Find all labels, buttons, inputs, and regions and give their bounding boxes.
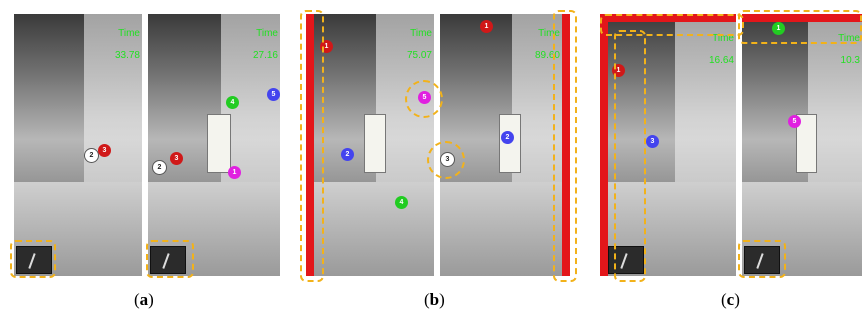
time-label: Time — [712, 33, 734, 44]
waypoint-marker[interactable]: 3 — [98, 144, 111, 157]
waypoint-marker[interactable]: 1 — [228, 166, 241, 179]
highlight-box — [614, 30, 646, 282]
screenshot-panel-5: Time 16.64 1 3 — [600, 14, 736, 276]
time-value: 16.64 — [708, 55, 734, 66]
waypoint-marker[interactable]: 5 — [267, 88, 280, 101]
corridor-window — [207, 113, 231, 174]
highlight-box — [300, 10, 324, 282]
caption-a: (a) — [134, 290, 154, 309]
highlight-box — [146, 240, 194, 278]
time-readout: Time 27.16 — [242, 17, 278, 72]
time-readout: Time 16.64 — [698, 22, 734, 77]
caption-c-letter: c — [726, 290, 735, 309]
time-value: 10.3 — [840, 55, 860, 66]
highlight-circle — [405, 80, 443, 118]
time-label: Time — [838, 33, 860, 44]
screenshot-panel-2: Time 27.16 2 3 4 5 1 — [148, 14, 280, 276]
time-readout: Time 89.60 — [524, 17, 560, 72]
waypoint-marker[interactable]: 5 — [788, 115, 801, 128]
waypoint-marker[interactable]: 2 — [152, 160, 167, 175]
time-readout: Time 75.07 — [396, 17, 432, 72]
time-label: Time — [256, 28, 278, 39]
corridor-window — [796, 113, 818, 174]
red-warning-bar — [600, 14, 608, 276]
screenshot-panel-6: Time 10.3 1 5 — [742, 14, 862, 276]
waypoint-marker[interactable]: 1 — [772, 22, 785, 35]
time-value: 27.16 — [252, 50, 278, 61]
screenshot-panel-4: Time 89.60 1 2 3 — [440, 14, 570, 276]
red-warning-bar — [562, 14, 570, 276]
waypoint-marker[interactable]: 2 — [501, 131, 514, 144]
waypoint-marker[interactable]: 4 — [395, 196, 408, 209]
screenshot-panel-3: Time 75.07 1 5 2 4 — [306, 14, 434, 276]
corridor-floor — [306, 181, 434, 276]
time-label: Time — [538, 28, 560, 39]
highlight-box — [738, 240, 786, 278]
caption-b-letter: b — [429, 290, 440, 309]
highlight-box — [738, 10, 862, 44]
waypoint-marker[interactable]: 4 — [226, 96, 239, 109]
time-readout: Time 33.78 — [104, 17, 140, 72]
time-readout: Time 10.3 — [827, 22, 860, 77]
time-label: Time — [118, 28, 140, 39]
caption-c: (c) — [721, 290, 740, 309]
time-value: 89.60 — [534, 50, 560, 61]
mini-map — [150, 246, 186, 274]
red-warning-bar — [306, 14, 314, 276]
caption-b: (b) — [424, 290, 445, 309]
red-warning-bar — [600, 14, 736, 22]
highlight-circle — [427, 141, 465, 179]
corridor-floor — [440, 181, 570, 276]
corridor-window — [363, 113, 387, 174]
time-value: 75.07 — [406, 50, 432, 61]
red-warning-bar — [742, 14, 862, 22]
time-label: Time — [410, 28, 432, 39]
waypoint-marker[interactable]: 3 — [646, 135, 659, 148]
mini-map — [16, 246, 52, 274]
time-value: 33.78 — [114, 50, 140, 61]
caption-a-letter: a — [139, 290, 149, 309]
highlight-box — [600, 14, 744, 36]
waypoint-marker[interactable]: 2 — [341, 148, 354, 161]
screenshot-panel-1: Time 33.78 2 3 — [14, 14, 142, 276]
waypoint-marker[interactable]: 2 — [84, 148, 99, 163]
highlight-box — [10, 240, 56, 278]
waypoint-marker[interactable]: 3 — [170, 152, 183, 165]
highlight-box — [553, 10, 577, 282]
waypoint-marker[interactable]: 1 — [480, 20, 493, 33]
mini-map — [744, 246, 780, 274]
